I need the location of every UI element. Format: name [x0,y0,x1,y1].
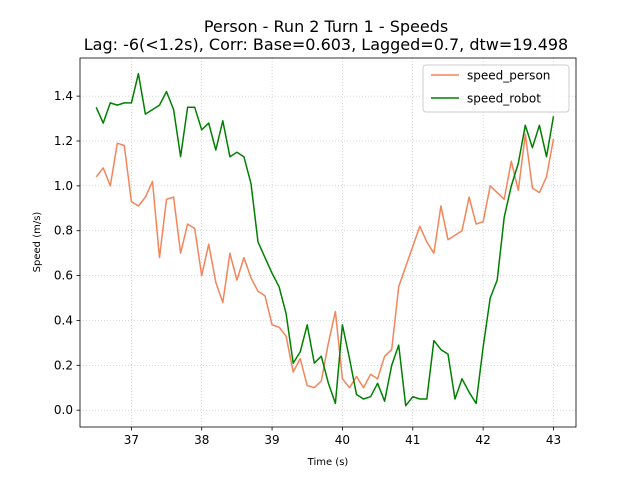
legend-box [422,64,570,113]
y-tick-label: 0.8 [54,224,73,238]
x-axis-label: Time (s) [307,457,349,468]
y-tick-label: 1.2 [54,134,73,148]
legend: speed_person speed_robot [422,64,570,113]
y-tick-label: 0.4 [54,313,73,327]
legend-label-speed-robot: speed_robot [467,92,541,106]
y-axis-ticks: 0.0 0.2 0.4 0.6 0.8 1.0 1.2 1.4 [54,89,80,417]
y-axis-label: Speed (m/s) [32,212,43,273]
x-tick-label: 39 [264,433,279,447]
x-tick-label: 37 [124,433,139,447]
x-tick-label: 40 [335,433,350,447]
y-tick-label: 0.6 [54,269,73,283]
y-tick-label: 0.0 [54,403,73,417]
axes-frame [79,57,577,428]
chart-title: Person - Run 2 Turn 1 - Speeds [204,17,448,36]
series-line-speed-person [95,133,555,389]
y-tick-label: 1.4 [54,89,73,103]
y-tick-label: 0.2 [54,358,73,372]
x-tick-label: 41 [405,433,420,447]
x-axis-ticks: 37 38 39 40 41 42 43 [124,427,561,447]
legend-label-speed-person: speed_person [467,69,550,83]
series-lines [95,72,555,407]
series-line-speed-robot [95,72,555,407]
x-tick-label: 38 [194,433,209,447]
y-tick-label: 1.0 [54,179,73,193]
x-tick-label: 42 [475,433,490,447]
x-tick-label: 43 [546,433,561,447]
chart-subtitle: Lag: -6(<1.2s), Corr: Base=0.603, Lagged… [84,35,568,54]
